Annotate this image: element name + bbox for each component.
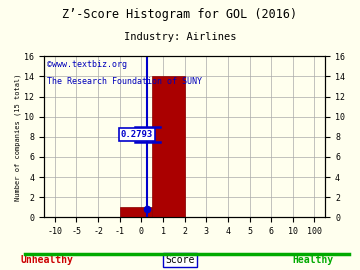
Text: Healthy: Healthy: [293, 255, 334, 265]
Y-axis label: Number of companies (15 total): Number of companies (15 total): [15, 73, 22, 201]
Text: The Research Foundation of SUNY: The Research Foundation of SUNY: [47, 77, 202, 86]
Bar: [152, 76, 185, 217]
Bar: [120, 207, 152, 217]
Text: ©www.textbiz.org: ©www.textbiz.org: [47, 59, 127, 69]
Text: Unhealthy: Unhealthy: [21, 255, 73, 265]
Text: Score: Score: [165, 255, 195, 265]
Text: Industry: Airlines: Industry: Airlines: [124, 32, 236, 42]
Text: Z’-Score Histogram for GOL (2016): Z’-Score Histogram for GOL (2016): [62, 8, 298, 21]
Text: 0.2793: 0.2793: [121, 130, 153, 139]
